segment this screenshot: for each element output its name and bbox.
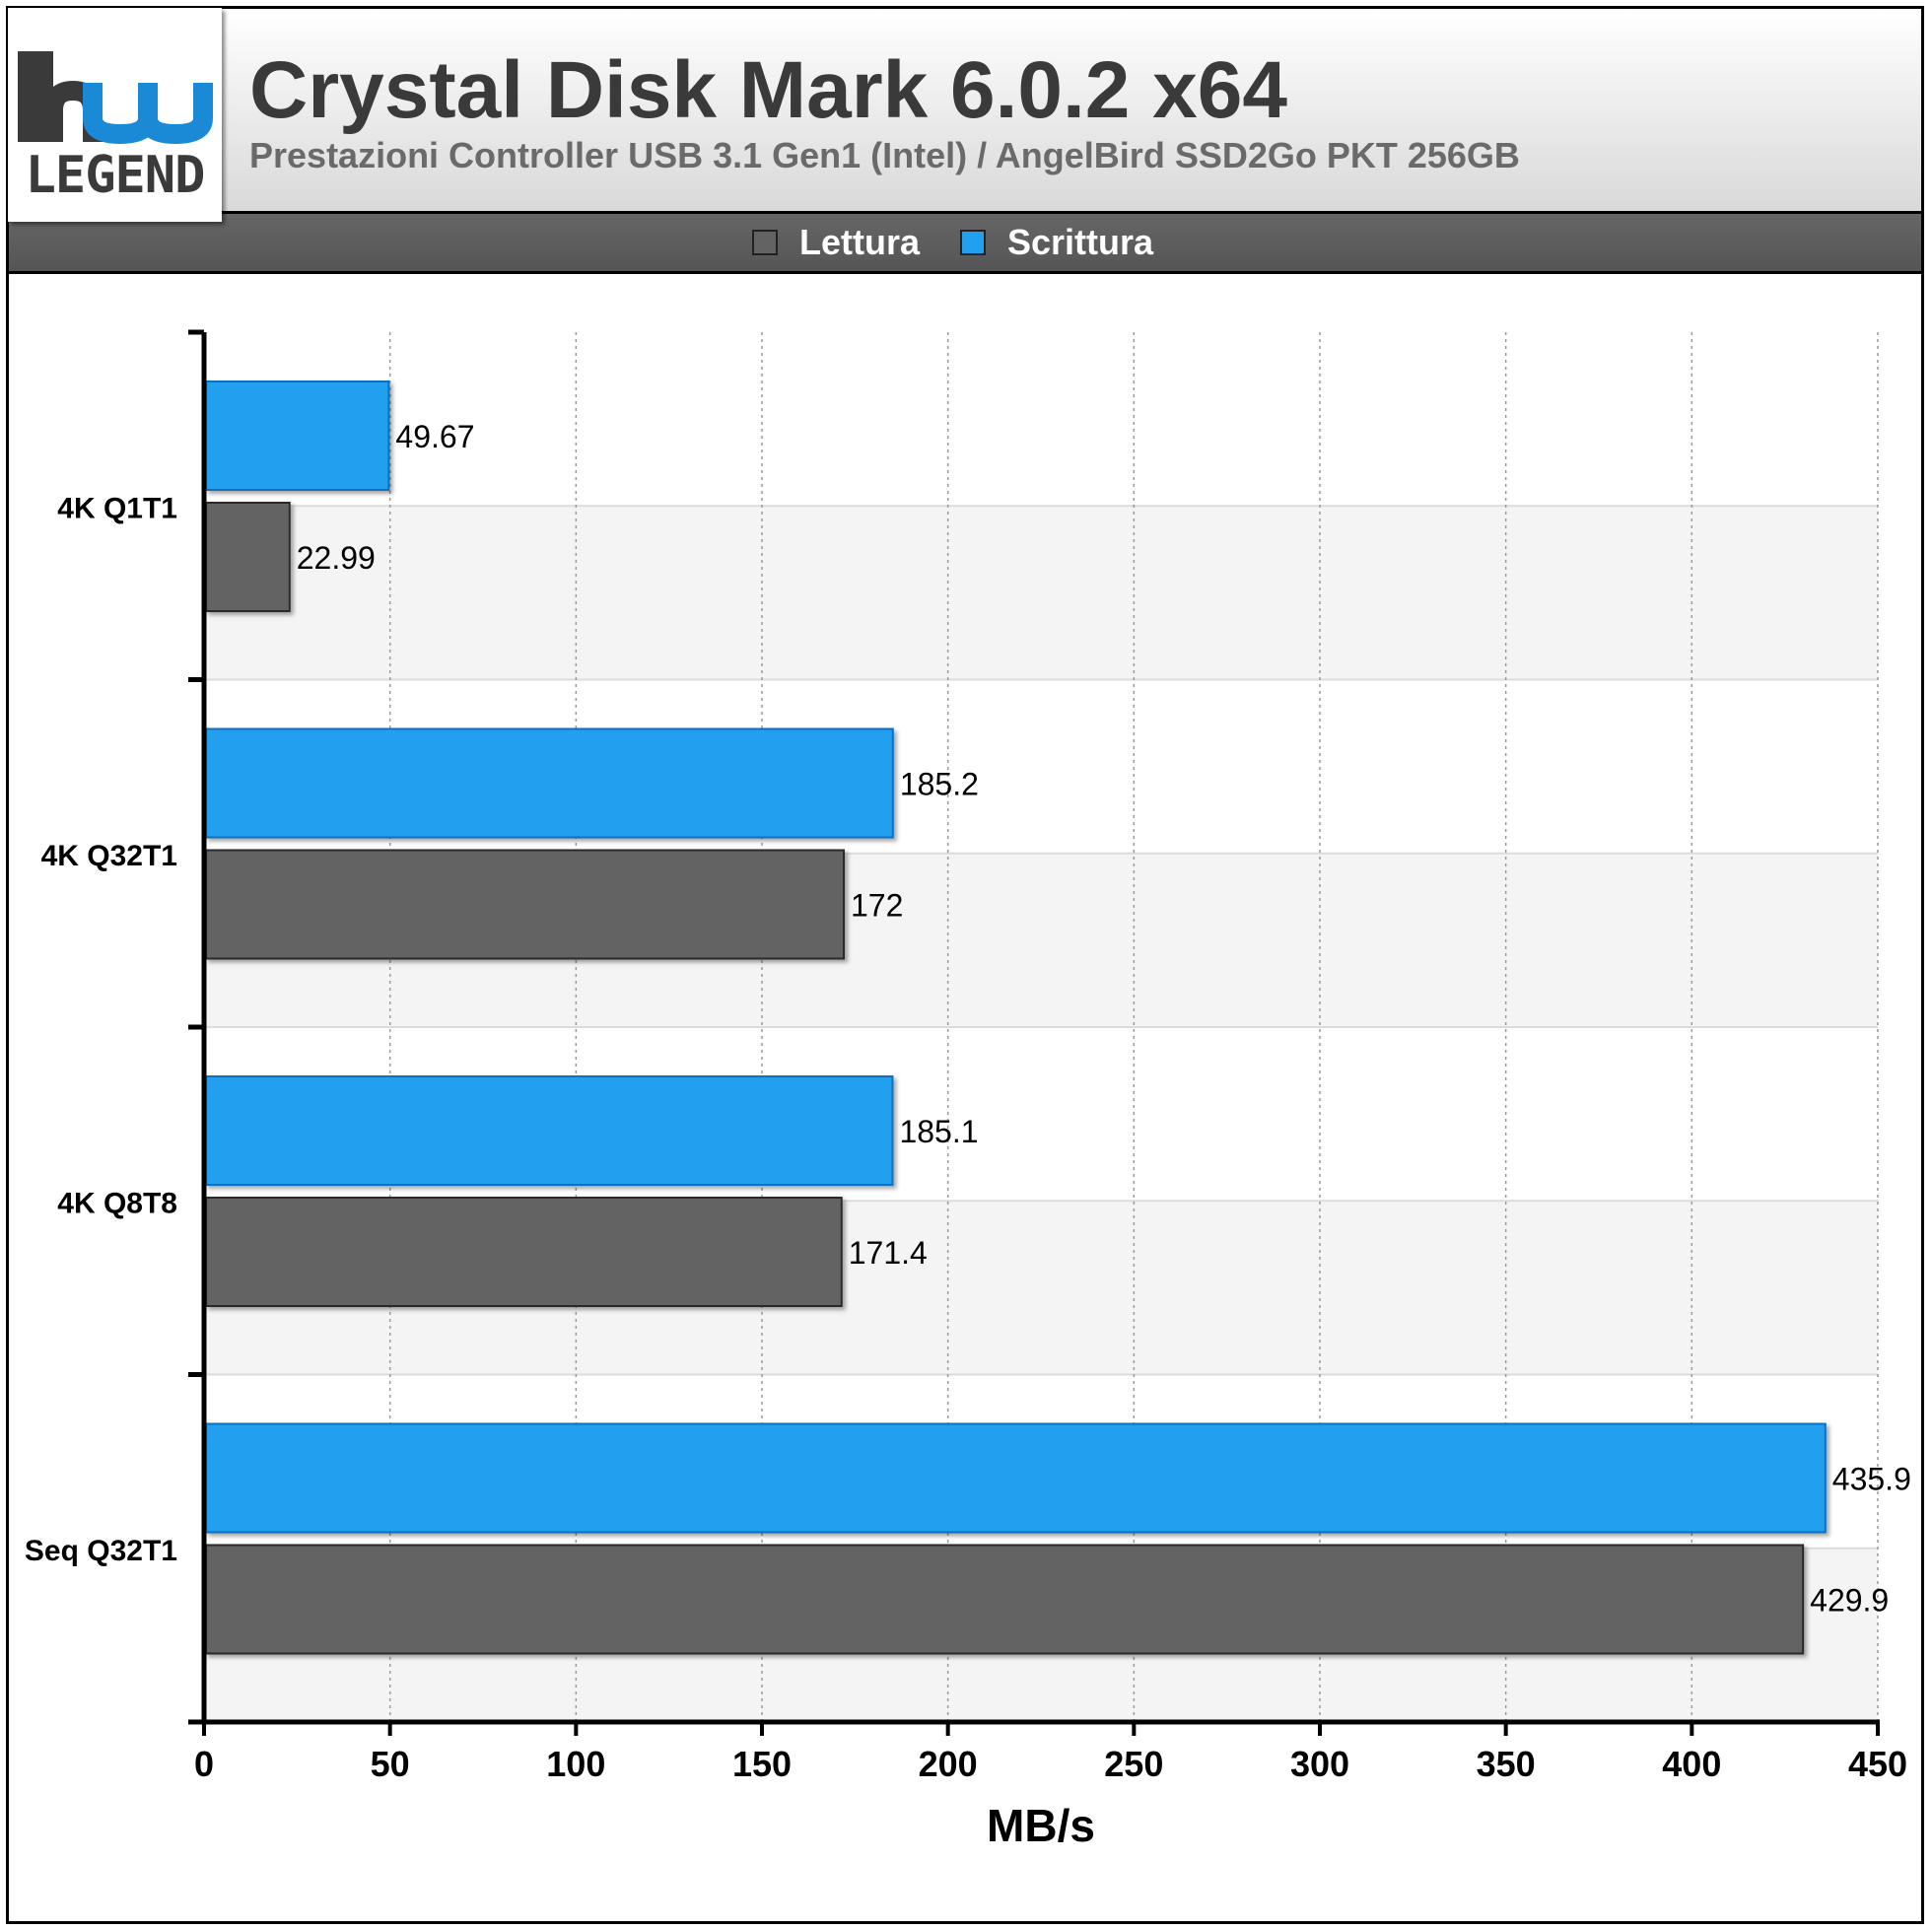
x-tick-label: 100 (546, 1744, 605, 1784)
bar-lettura (205, 1544, 1805, 1655)
x-tick-label: 250 (1104, 1744, 1163, 1784)
legend-swatch-scrittura (960, 230, 986, 255)
hwlegend-logo: LEGEND (8, 8, 222, 222)
data-label-scrittura: 435.9 (1832, 1462, 1911, 1497)
data-label-lettura: 171.4 (849, 1235, 928, 1271)
x-tick-label: 350 (1477, 1744, 1536, 1784)
plot-band-upper (204, 332, 1878, 507)
data-label-lettura: 429.9 (1810, 1583, 1889, 1619)
logo-wordmark: LEGEND (25, 146, 206, 205)
legend-label-scrittura: Scrittura (1007, 222, 1154, 262)
x-tick-label: 200 (919, 1744, 978, 1784)
x-tick-label: 0 (194, 1744, 214, 1784)
legend-item-lettura: Lettura (752, 214, 920, 271)
bar-scrittura (205, 1422, 1827, 1534)
category-label: 4K Q1T1 (57, 492, 177, 524)
bar-scrittura (205, 727, 894, 839)
x-tick-label: 150 (732, 1744, 792, 1784)
bar-scrittura (205, 1075, 894, 1186)
chart-legend: Lettura Scrittura (6, 211, 1924, 274)
hw-logo-icon (18, 51, 213, 145)
data-label-scrittura: 49.67 (395, 419, 474, 454)
x-axis-label: MB/s (987, 1800, 1095, 1851)
chart-subtitle: Prestazioni Controller USB 3.1 Gen1 (Int… (249, 135, 1520, 175)
bar-lettura (205, 1197, 843, 1307)
bar-scrittura (205, 380, 390, 491)
data-label-scrittura: 185.1 (899, 1114, 978, 1149)
legend-swatch-lettura (752, 230, 778, 255)
data-label-lettura: 172 (851, 888, 903, 924)
category-label: 4K Q8T8 (57, 1187, 177, 1219)
legend-label-lettura: Lettura (799, 222, 921, 262)
category-label: Seq Q32T1 (25, 1535, 177, 1567)
x-tick-label: 300 (1290, 1744, 1349, 1784)
x-tick-label: 50 (371, 1744, 410, 1784)
chart-header: Crystal Disk Mark 6.0.2 x64 Prestazioni … (6, 6, 1924, 211)
data-label-scrittura: 185.2 (900, 767, 979, 802)
chart-title: Crystal Disk Mark 6.0.2 x64 (249, 45, 1287, 135)
x-tick-label: 450 (1848, 1744, 1907, 1784)
data-label-lettura: 22.99 (297, 540, 376, 576)
legend-item-scrittura: Scrittura (960, 214, 1153, 271)
bar-lettura (205, 502, 291, 612)
bar-lettura (205, 849, 846, 960)
category-label: 4K Q32T1 (41, 840, 177, 872)
plot-band-lower (204, 506, 1878, 680)
x-tick-label: 400 (1662, 1744, 1721, 1784)
